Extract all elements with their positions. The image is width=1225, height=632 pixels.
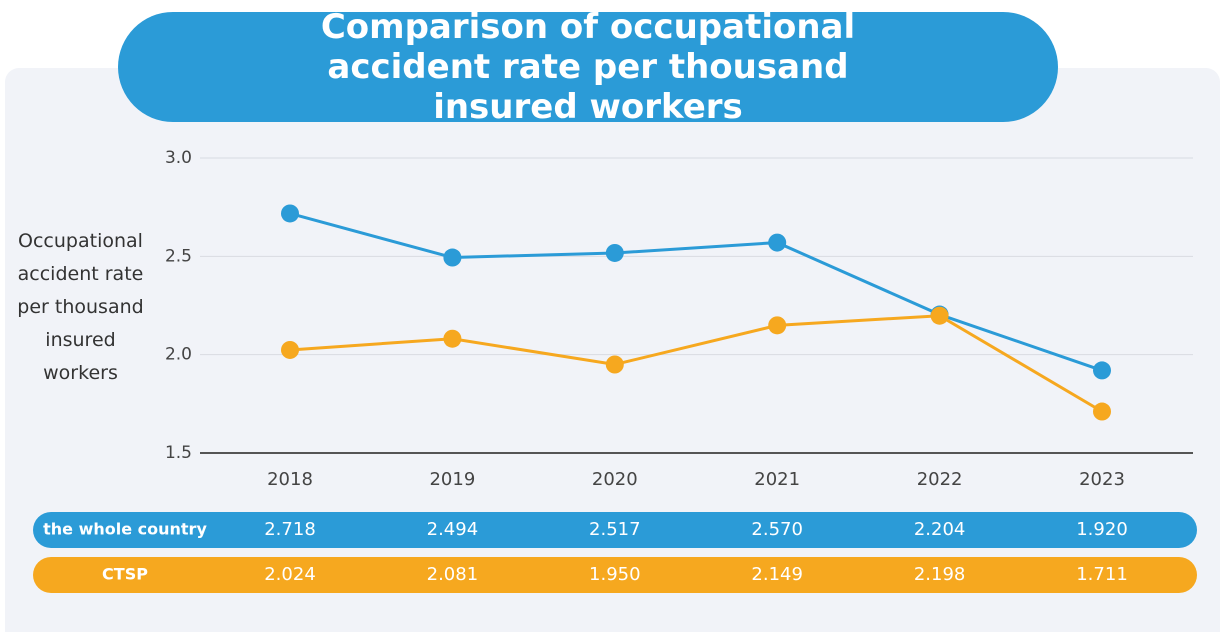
- marker: [768, 233, 787, 252]
- x-tick-label: 2018: [267, 469, 313, 490]
- marker: [605, 355, 624, 374]
- x-tick-label: 2022: [917, 469, 963, 490]
- marker: [605, 243, 624, 262]
- table-value: 2.024: [264, 564, 316, 585]
- table-value: 2.149: [751, 564, 803, 585]
- series-line: [289, 212, 1103, 372]
- table-value: 2.517: [589, 519, 641, 540]
- marker: [281, 340, 299, 359]
- y-tick-label: 1.5: [165, 443, 192, 463]
- marker: [1093, 361, 1111, 380]
- marker: [443, 248, 462, 267]
- table-value: 2.494: [427, 519, 479, 540]
- x-tick-label: 2020: [592, 469, 638, 490]
- marker: [443, 329, 462, 348]
- table-value: 2.204: [914, 519, 966, 540]
- y-tick-label: 2.0: [165, 345, 192, 365]
- marker: [1093, 402, 1111, 421]
- marker: [930, 306, 949, 325]
- table-row: [33, 557, 1197, 593]
- legend-label: CTSP: [102, 565, 148, 584]
- marker: [281, 204, 299, 223]
- x-tick-label: 2019: [429, 469, 475, 490]
- table-value: 1.920: [1076, 519, 1128, 540]
- series-line: [289, 314, 1103, 413]
- marker: [768, 316, 787, 335]
- table-value: 1.711: [1076, 564, 1128, 585]
- y-tick-label: 2.5: [165, 246, 192, 266]
- legend-label: the whole country: [43, 520, 207, 539]
- table-row: [33, 512, 1197, 548]
- table-value: 2.081: [427, 564, 479, 585]
- x-tick-label: 2023: [1079, 469, 1125, 490]
- y-tick-label: 3.0: [165, 148, 192, 168]
- y-axis-label: Occupational accident rate per thousand …: [17, 230, 144, 384]
- table-value: 2.198: [914, 564, 966, 585]
- table-value: 1.950: [589, 564, 641, 585]
- table-value: 2.570: [751, 519, 803, 540]
- x-tick-label: 2021: [754, 469, 800, 490]
- chart-title: Comparison of occupational accident rate…: [118, 7, 1058, 127]
- table-value: 2.718: [264, 519, 316, 540]
